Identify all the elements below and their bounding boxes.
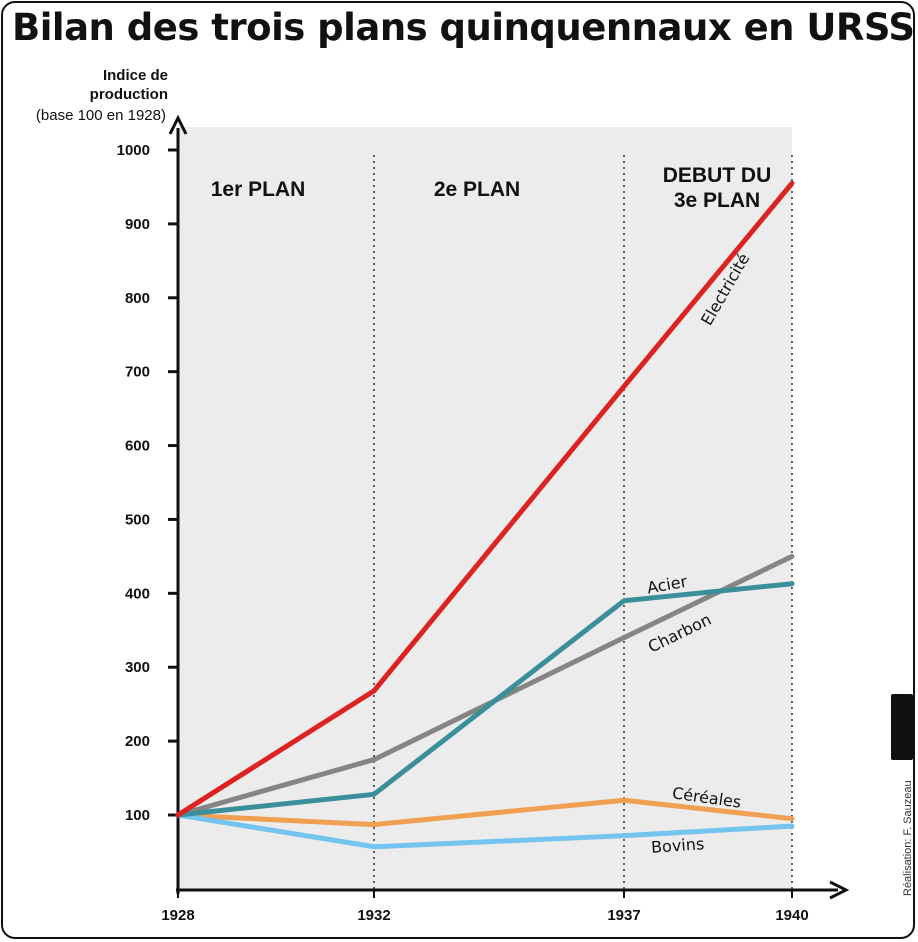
y-axis-label-sub: (base 100 en 1928)	[36, 107, 166, 124]
y-tick-label-600: 600	[125, 438, 150, 455]
series-line-5	[175, 812, 795, 850]
y-tick-label-200: 200	[125, 733, 150, 750]
x-tick-label-1928: 1928	[161, 907, 194, 924]
x-tick-label-1940: 1940	[775, 907, 808, 924]
y-tick-label-500: 500	[125, 511, 150, 528]
y-axis-label-line-2: production	[90, 86, 168, 103]
x-tick-label-1937: 1937	[607, 907, 640, 924]
y-tick-label-700: 700	[125, 364, 150, 381]
y-tick-label-400: 400	[125, 585, 150, 602]
series-line-1	[175, 180, 795, 818]
y-tick-label-100: 100	[125, 807, 150, 824]
series-line-3	[175, 581, 795, 818]
series-label-5: Bovins	[650, 834, 704, 857]
cc-by-nc-sa-icon	[891, 694, 913, 760]
chart-title: Bilan des trois plans quinquennaux en UR…	[12, 6, 915, 49]
x-tick-label-1932: 1932	[357, 907, 390, 924]
period-label-3: DEBUT DU 3e PLAN	[663, 164, 772, 212]
y-tick-label-900: 900	[125, 216, 150, 233]
plot-background	[178, 127, 792, 890]
period-label-1: 1er PLAN	[211, 178, 306, 201]
y-axis-label-line-1: Indice de	[103, 67, 168, 84]
y-tick-label-1000: 1000	[117, 142, 150, 159]
period-label-2: 2e PLAN	[434, 178, 520, 201]
y-axis-arrow	[168, 114, 188, 135]
x-axis-arrow	[829, 880, 850, 900]
y-tick-label-800: 800	[125, 290, 150, 307]
series-line-4	[175, 797, 795, 828]
credit-text: Réalisation: F. Sauzeau	[902, 780, 914, 896]
y-tick-label-300: 300	[125, 659, 150, 676]
